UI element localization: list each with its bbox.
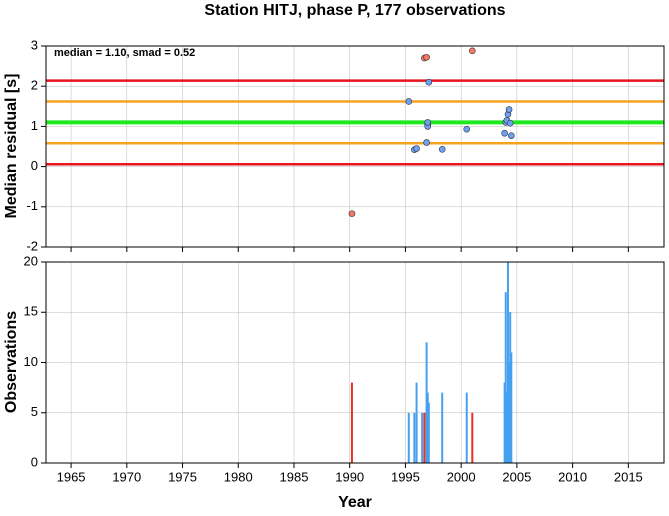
bar [427,402,430,463]
x-tick-label: 2000 [447,469,476,484]
point [438,146,446,153]
bar [471,412,474,463]
y-tick-label: 3 [31,37,38,52]
bar [350,382,353,463]
y-axis-label: Median residual [s] [3,74,20,219]
x-tick-label: 1970 [112,469,141,484]
point [425,78,433,86]
point [423,139,430,146]
bar [426,392,429,463]
plot-frame [45,45,665,248]
bar [465,392,468,463]
y-tick-label: 10 [24,354,38,369]
x-tick-label: 2005 [502,469,531,484]
x-tick-label: 1995 [391,469,420,484]
y-tick-label: 1 [31,118,38,133]
y-tick-label: -1 [26,198,38,213]
y-tick-label: 2 [31,78,38,93]
x-tick-label: 1985 [280,469,309,484]
point [413,145,420,152]
y-tick-label: 5 [31,404,38,419]
bar [508,362,511,463]
y-axis-label: Observations [3,311,20,413]
x-tick-label: 1965 [57,469,86,484]
point [506,119,514,127]
x-tick-label: 2015 [614,469,643,484]
y-tick-label: -2 [26,238,38,253]
bar [441,392,444,463]
bar [509,312,512,463]
point [508,132,515,139]
point [469,47,476,55]
x-tick-label: 1975 [168,469,197,484]
x-tick-label: 1990 [335,469,364,484]
point [501,129,508,137]
chart-title: Station HITJ, phase P, 177 observations [204,2,505,19]
point [348,210,356,217]
y-tick-label: 20 [24,253,38,268]
annotation: median = 1.10, smad = 0.52 [54,47,195,59]
bar [421,412,424,463]
bar [407,412,410,463]
y-tick-label: 0 [31,454,38,469]
bar [510,352,513,463]
bar [504,292,507,463]
bar [506,262,509,463]
point [405,98,413,105]
bar [505,392,508,463]
x-axis-label: Year [338,494,372,511]
y-tick-label: 0 [31,158,38,173]
x-tick-label: 2010 [558,469,587,484]
bar [413,412,416,463]
point [505,106,513,113]
x-tick-label: 1980 [224,469,253,484]
bar [425,342,428,463]
point [463,125,471,133]
point [424,119,432,126]
point [423,53,430,61]
bar [423,412,426,463]
plot-frame [45,261,665,464]
bar [415,382,418,463]
bar [503,382,506,463]
y-tick-label: 15 [24,304,38,319]
